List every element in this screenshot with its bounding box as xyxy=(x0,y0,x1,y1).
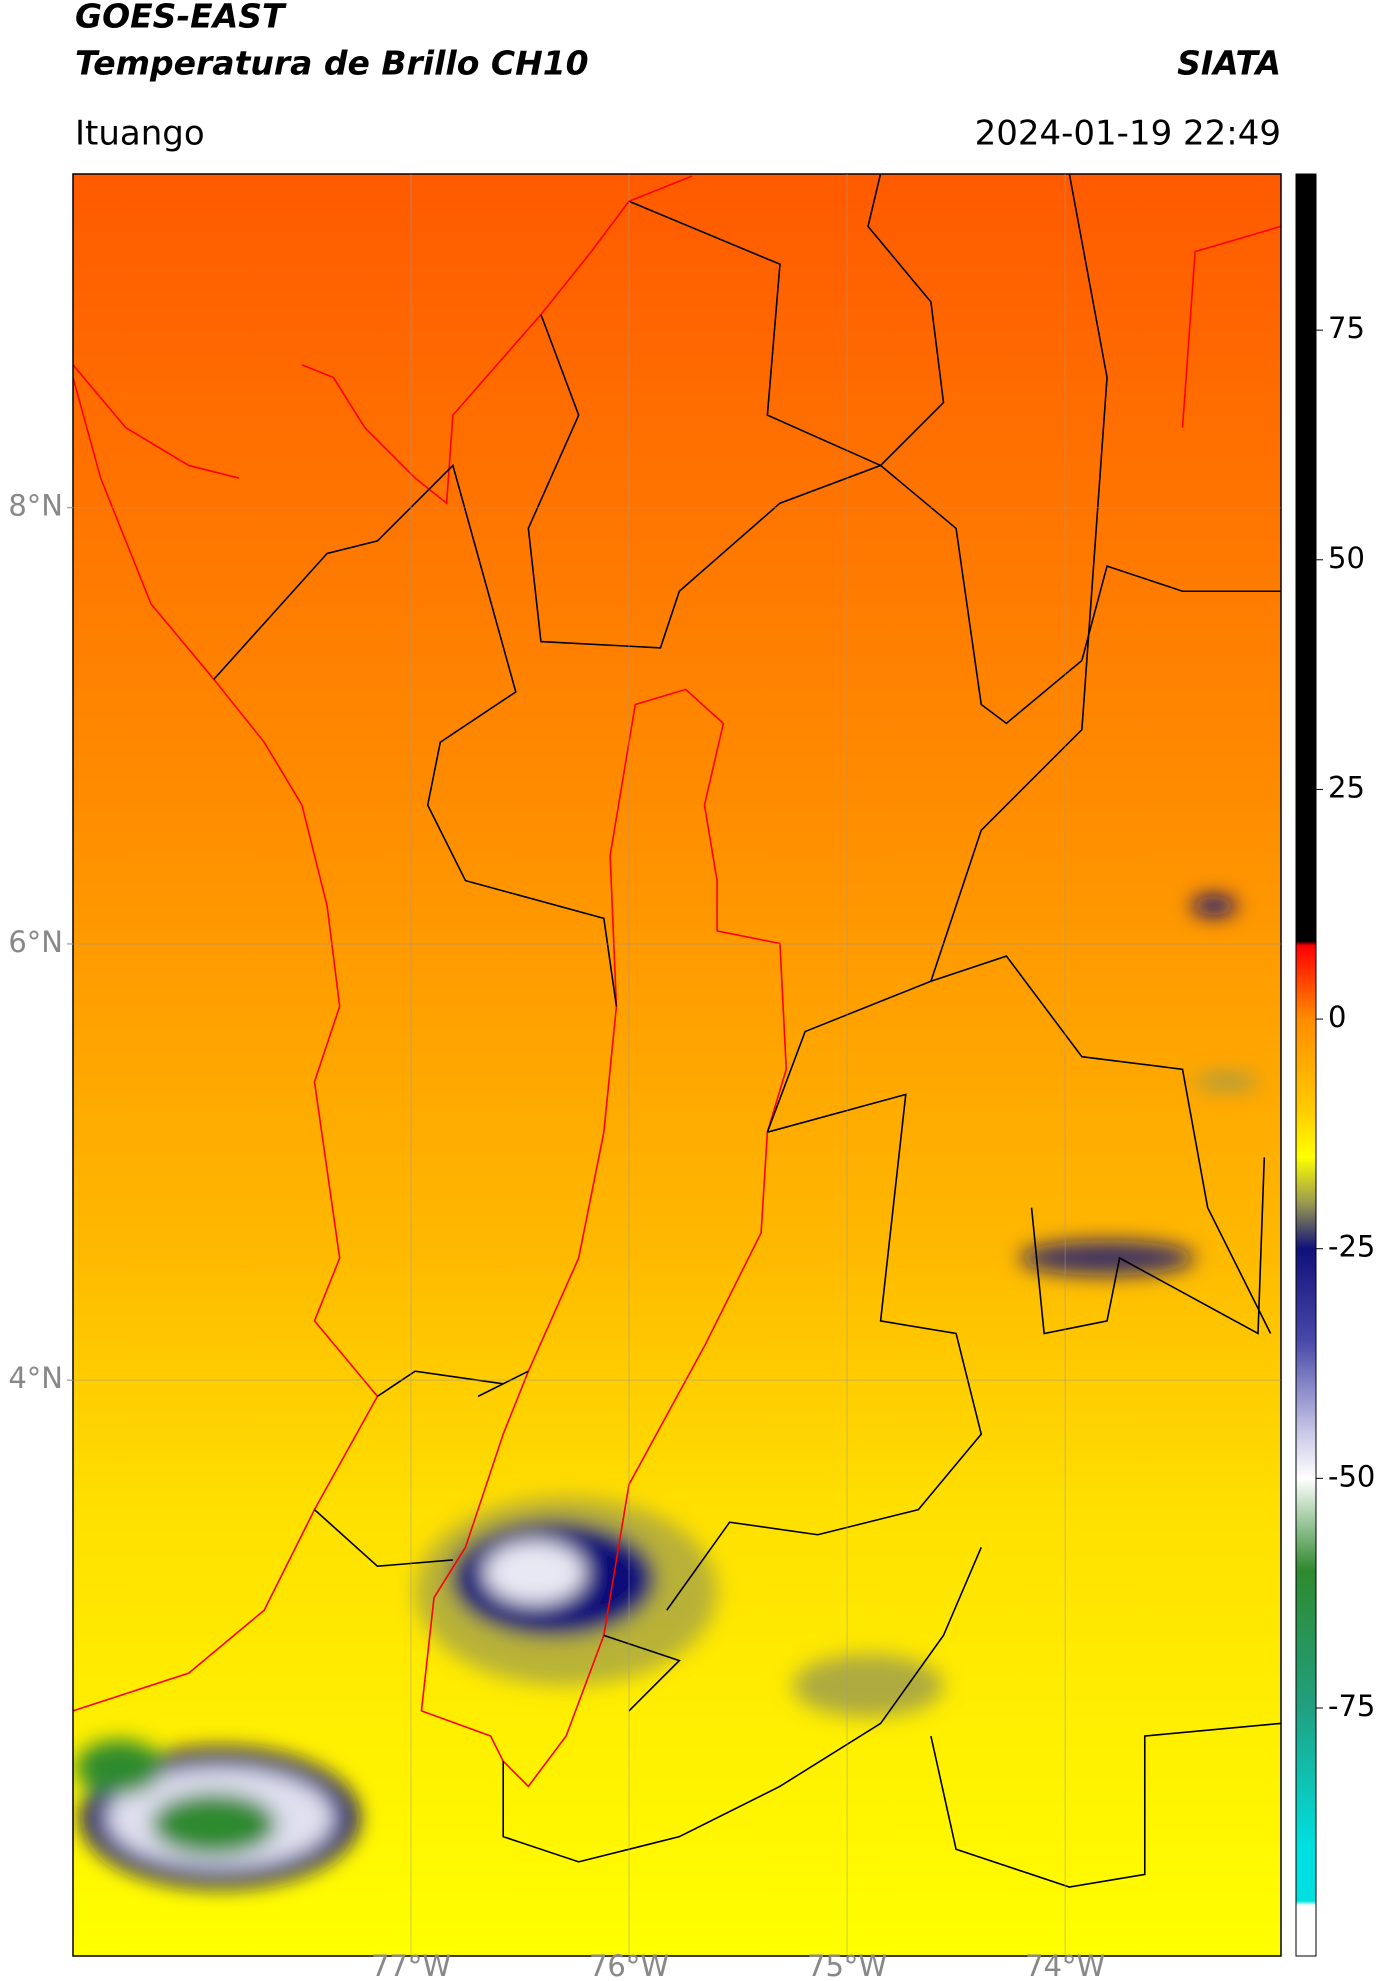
colorbar xyxy=(1295,173,1317,1957)
x-tick-label: 74°W xyxy=(1025,1949,1105,1981)
region: Ituango xyxy=(75,114,205,154)
datetime: 2024-01-19 22:49 xyxy=(975,114,1281,154)
title: GOES-EAST xyxy=(75,0,287,36)
colorbar-tick-label: 0 xyxy=(1328,1000,1346,1034)
map-features xyxy=(73,174,1281,1887)
map-frame xyxy=(72,173,1282,1957)
cloud-tops xyxy=(75,895,1258,1887)
x-tick-label: 77°W xyxy=(371,1949,451,1981)
colorbar-tick-label: 75 xyxy=(1328,311,1365,345)
y-tick-label: 4°N xyxy=(8,1361,63,1395)
x-tick-label: 76°W xyxy=(589,1949,669,1981)
colorbar-tick-label: -50 xyxy=(1328,1459,1375,1493)
colorbar-tick-label: 50 xyxy=(1328,541,1365,575)
map-background xyxy=(73,174,1281,1956)
colorbar-tick-label: -25 xyxy=(1328,1230,1375,1264)
y-tick-label: 6°N xyxy=(8,925,63,959)
colorbar-tick-label: 25 xyxy=(1328,770,1365,804)
y-tick-label: 8°N xyxy=(8,489,63,523)
colorbar-tick-label: -75 xyxy=(1328,1689,1375,1723)
map xyxy=(73,174,1281,1956)
subtitle: Temperatura de Brillo CH10 xyxy=(75,44,589,83)
x-tick-label: 75°W xyxy=(807,1949,887,1981)
source: SIATA xyxy=(1177,44,1281,83)
